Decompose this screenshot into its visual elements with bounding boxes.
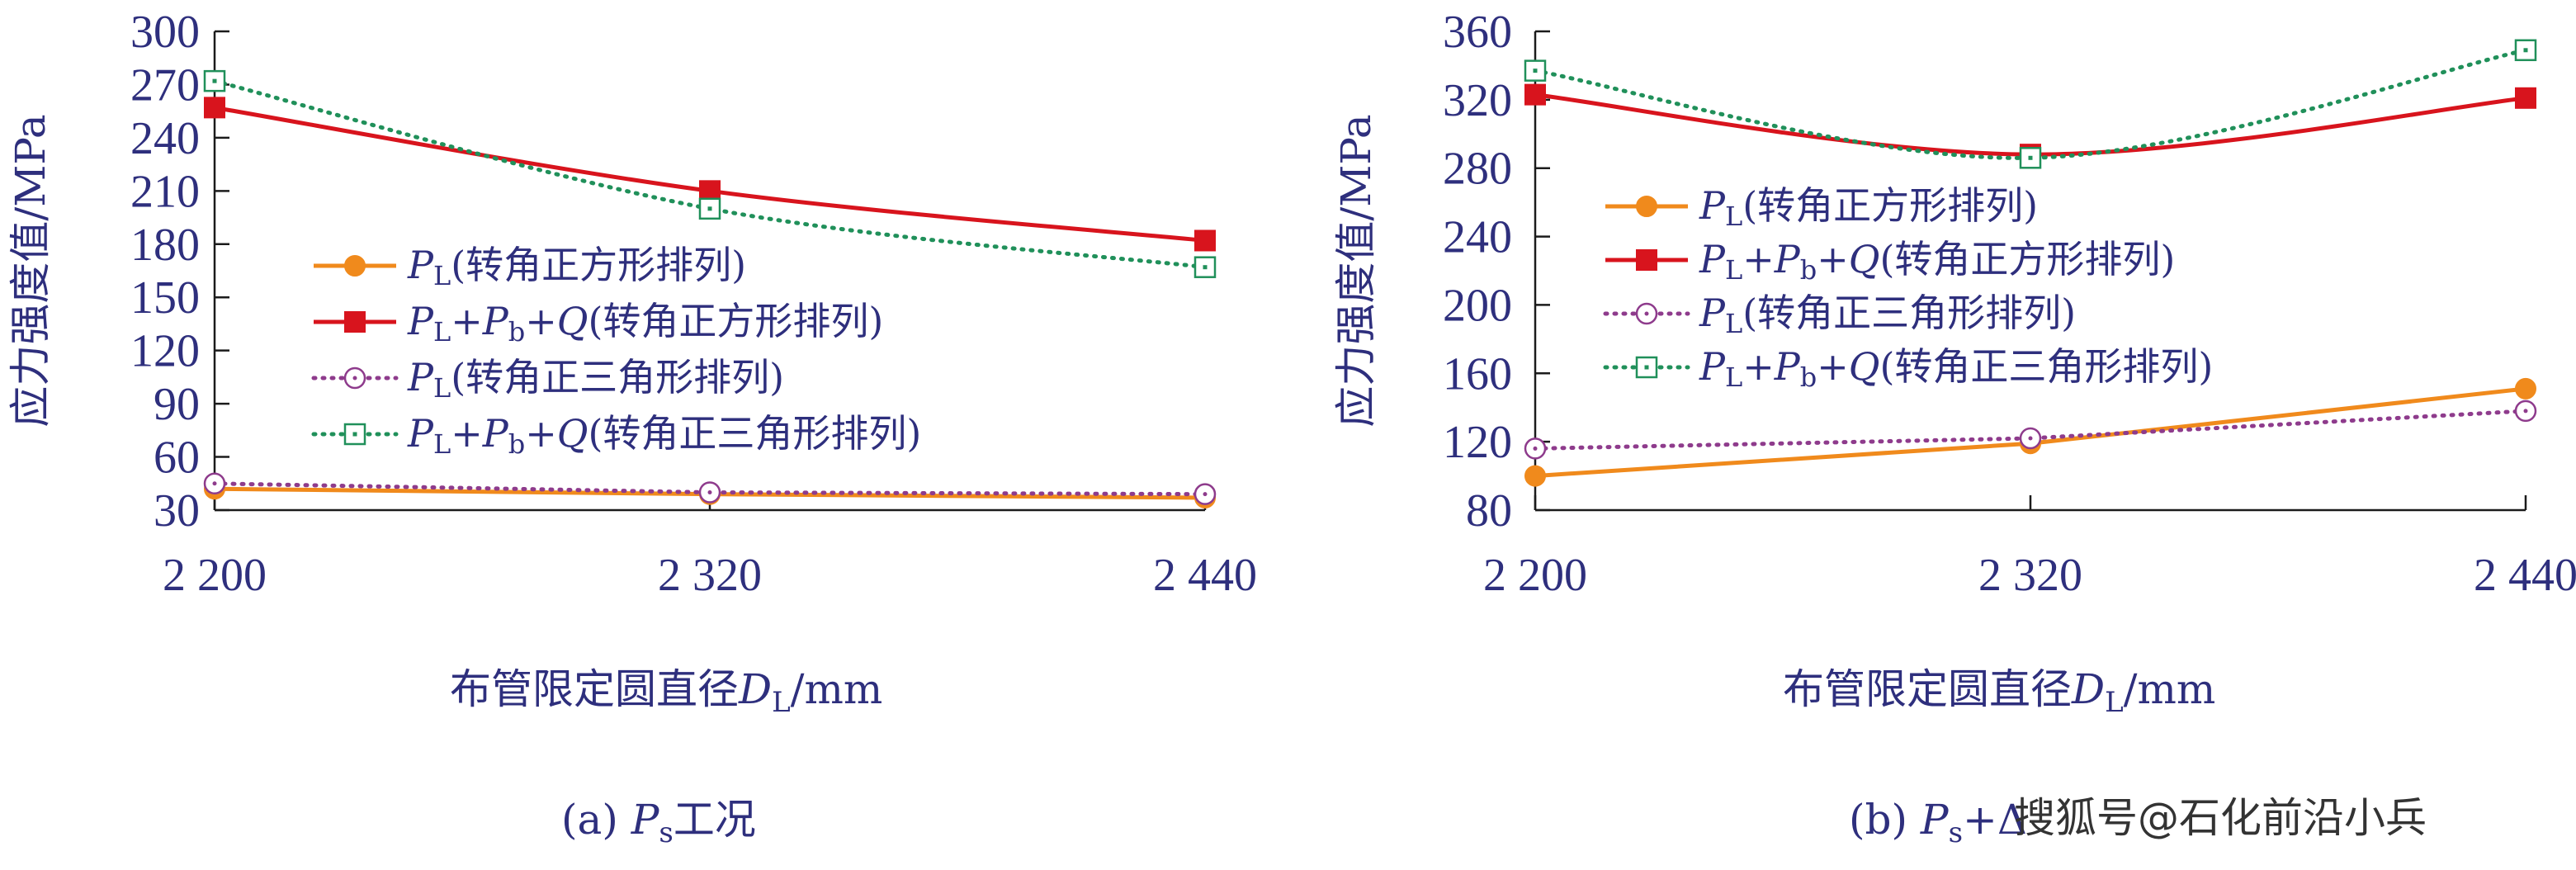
x-tick-label: 2 200 — [163, 550, 267, 601]
x-axis-label: 布管限定圆直径DL/mm — [1783, 665, 2215, 719]
data-point-tri_combo-2 — [2514, 39, 2537, 62]
legend-marker-tri_single — [343, 366, 366, 390]
series-line-tri_combo — [212, 78, 1208, 270]
legend-label-square_combo: PL+Pb+Q(转角正方形排列) — [407, 299, 883, 348]
y-tick-label: 240 — [130, 113, 200, 164]
data-point-tri_single-1-dot — [707, 490, 712, 495]
y-tick-label: 300 — [130, 7, 200, 58]
data-point-tri_combo-0-box — [203, 69, 226, 92]
data-point-tri_combo-0-dot — [212, 78, 217, 83]
series-line-tri_combo — [1533, 48, 2528, 160]
series-line-tri_single — [212, 481, 1208, 497]
data-point-tri_single-0-dot — [212, 481, 217, 486]
legend-marker-tri_combo — [1635, 356, 1658, 379]
data-point-tri_combo-0 — [1524, 59, 1547, 82]
y-tick-label: 60 — [154, 433, 200, 484]
legend-marker-square_single — [344, 255, 366, 277]
series-line-tri_single — [1533, 409, 2528, 451]
panel-caption: (b) Ps+Δ — [1849, 796, 2027, 849]
y-tick-label: 210 — [130, 166, 200, 217]
legend-marker-square_combo — [344, 311, 366, 333]
y-tick-label: 90 — [154, 379, 200, 430]
x-axis-label: 布管限定圆直径DL/mm — [450, 665, 882, 719]
y-tick-label: 180 — [130, 220, 200, 271]
data-point-tri_combo-1 — [2019, 147, 2042, 169]
y-tick-label: 120 — [1443, 417, 1512, 468]
y-tick-label: 150 — [130, 272, 200, 324]
series-line-square_combo — [214, 105, 1206, 243]
legend-label-tri_single: PL(转角正三角形排列) — [1699, 291, 2076, 339]
data-point-tri_combo-0 — [203, 69, 226, 92]
data-point-tri_single-2-dot — [1203, 492, 1208, 497]
x-tick-label: 2 320 — [1978, 550, 2082, 601]
y-tick-label: 200 — [1443, 280, 1512, 331]
legend: PL(转角正方形排列) PL+Pb+Q(转角正方形排列) PL(转角正三角形排列) P… — [311, 243, 921, 460]
data-point-tri_combo-2-dot — [1203, 265, 1208, 270]
legend-marker-tri_single — [1635, 302, 1658, 325]
legend-label-tri_combo: PL+Pb+Q(转角正三角形排列) — [1699, 344, 2213, 393]
data-point-tri_single-2-dot — [2523, 409, 2528, 414]
legend-marker-tri_combo-dot — [352, 432, 357, 437]
legend-marker-tri_combo-box — [343, 423, 366, 446]
data-point-tri_single-1 — [698, 481, 721, 504]
y-tick-label: 270 — [130, 59, 200, 111]
data-point-tri_combo-2 — [1193, 256, 1217, 278]
legend-label-square_single: PL(转角正方形排列) — [407, 243, 746, 291]
y-axis-label: 应力强度值/MPa — [7, 114, 54, 427]
x-tick-label: 2 200 — [1483, 550, 1587, 601]
legend-marker-tri_combo — [343, 423, 366, 446]
y-tick-label: 80 — [1466, 485, 1512, 537]
data-point-square_single-0 — [1524, 465, 1546, 487]
data-point-tri_single-2 — [1193, 483, 1217, 505]
data-point-tri_combo-2-dot — [2523, 48, 2528, 53]
data-point-tri_single-0-dot — [1533, 446, 1538, 451]
y-tick-label: 320 — [1443, 75, 1512, 126]
legend-marker-square_combo — [1636, 249, 1657, 271]
legend-label-tri_combo: PL+Pb+Q(转角正三角形排列) — [407, 411, 921, 460]
data-point-tri_combo-0-dot — [1533, 69, 1538, 73]
data-point-tri_single-1 — [2019, 427, 2042, 450]
data-point-tri_single-0 — [1524, 437, 1547, 460]
data-point-tri_combo-1-dot — [2028, 155, 2033, 160]
data-point-square_combo-2 — [2515, 87, 2536, 109]
data-point-tri_single-0 — [203, 472, 226, 495]
data-point-tri_combo-1 — [698, 197, 721, 220]
data-point-tri_single-1-dot — [2028, 436, 2033, 441]
legend-label-square_combo: PL+Pb+Q(转角正方形排列) — [1699, 237, 2175, 286]
legend-marker-tri_single-dot — [1644, 311, 1649, 316]
data-point-square_combo-0 — [1524, 83, 1546, 106]
x-tick-label: 2 320 — [658, 550, 762, 601]
y-tick-label: 240 — [1443, 212, 1512, 263]
legend-marker-tri_combo-dot — [1644, 365, 1649, 370]
data-point-square_combo-1 — [699, 180, 721, 202]
x-tick-label: 2 440 — [2474, 550, 2576, 601]
legend-label-square_single: PL(转角正方形排列) — [1699, 183, 2038, 232]
y-axis-label: 应力强度值/MPa — [1332, 114, 1380, 427]
data-point-tri_single-2 — [2514, 400, 2537, 423]
watermark-text: 搜狐号@石化前沿小兵 — [2014, 794, 2427, 842]
data-point-square_combo-2 — [1194, 229, 1216, 252]
y-tick-label: 360 — [1443, 7, 1512, 58]
data-point-square_single-2 — [2515, 377, 2536, 400]
y-tick-label: 160 — [1443, 348, 1512, 400]
legend: PL(转角正方形排列) PL+Pb+Q(转角正方形排列) PL(转角正三角形排列) P… — [1603, 183, 2213, 393]
chart-panel-b: 80 120 160 200 240 280 320 360 2 200 2 320 2 440 应力… — [1332, 7, 2576, 849]
data-point-tri_combo-1-dot — [707, 206, 712, 211]
legend-marker-square_single — [1636, 196, 1657, 217]
panel-caption: (a) Ps工况 — [561, 796, 756, 849]
data-point-square_combo-0 — [204, 97, 225, 119]
x-tick-label: 2 440 — [1153, 550, 1257, 601]
y-tick-label: 120 — [130, 326, 200, 377]
y-tick-label: 30 — [154, 485, 200, 537]
legend-label-tri_single: PL(转角正三角形排列) — [407, 355, 784, 404]
legend-marker-tri_single-dot — [352, 376, 357, 381]
y-tick-label: 280 — [1443, 144, 1512, 195]
